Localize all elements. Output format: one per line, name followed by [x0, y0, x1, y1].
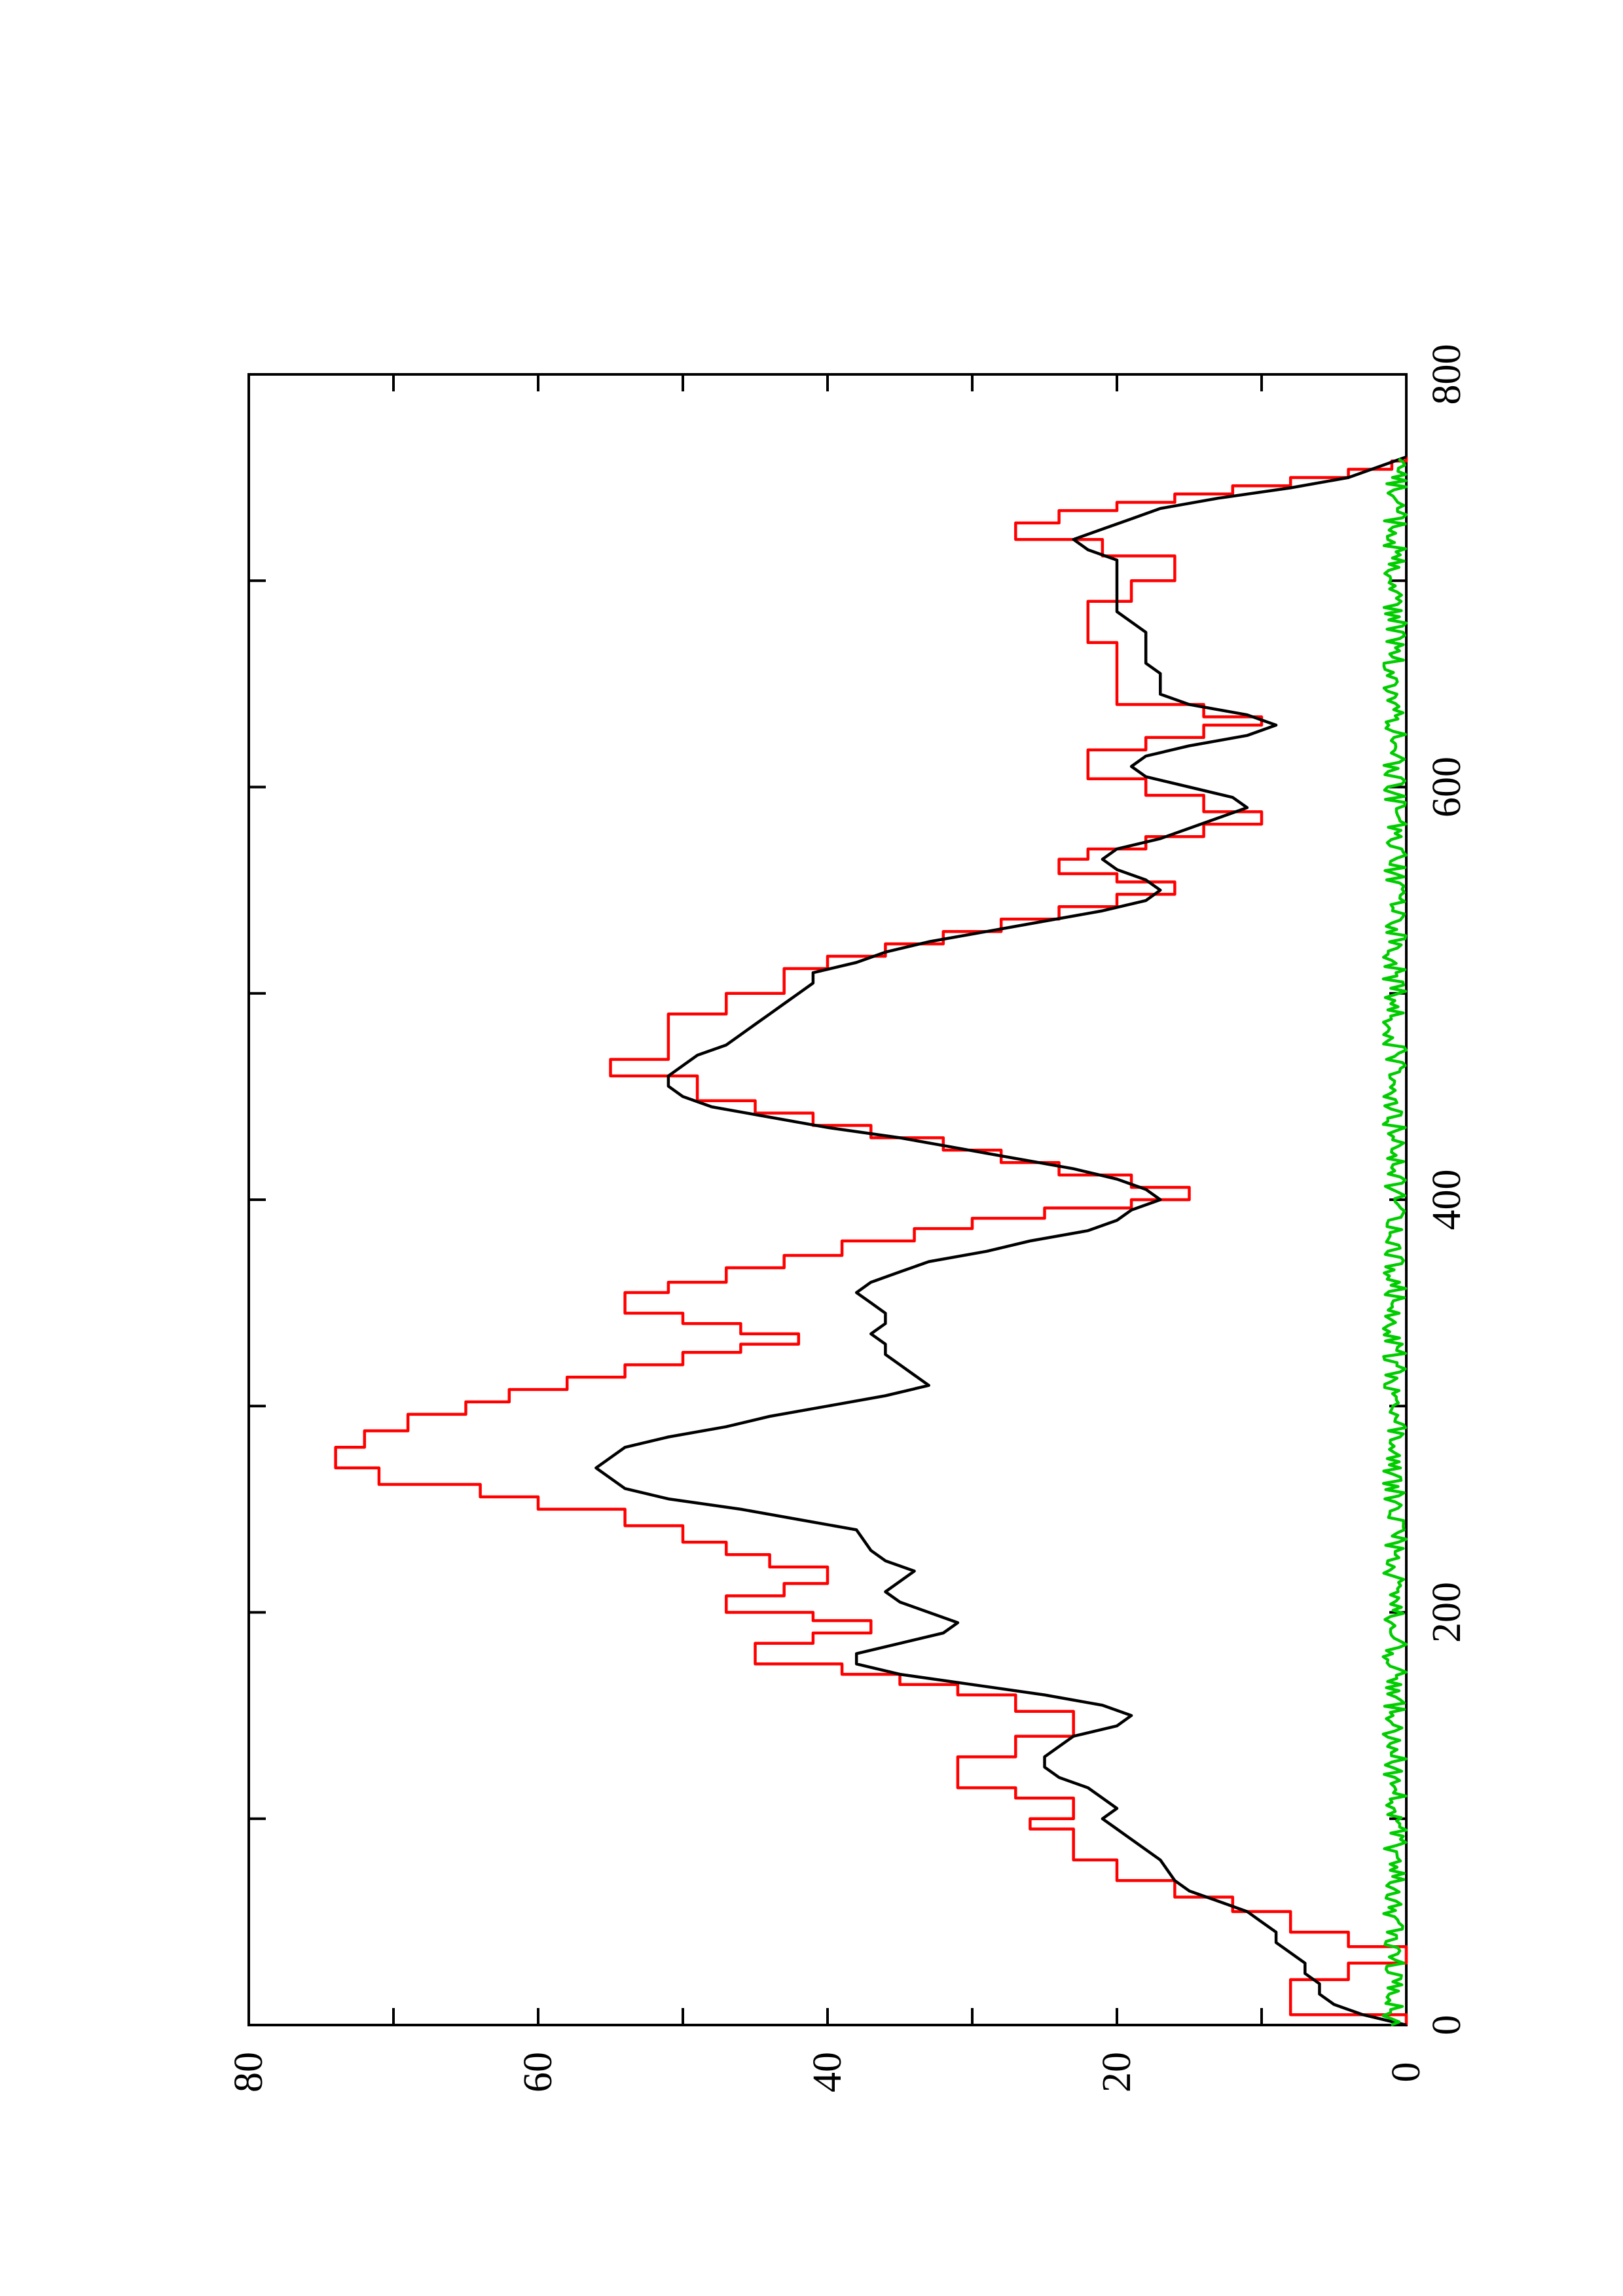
y-tick-label: 0 — [1384, 2062, 1429, 2083]
x-tick-label: 800 — [1425, 344, 1469, 405]
y-tick-label: 20 — [1095, 2052, 1139, 2092]
plot-frame — [247, 373, 1408, 2026]
x-tick-label: 200 — [1425, 1582, 1469, 1643]
x-tick-label: 400 — [1425, 1170, 1469, 1230]
y-tick-label: 60 — [516, 2052, 560, 2092]
y-tick-label: 40 — [805, 2052, 850, 2092]
x-tick-label: 0 — [1425, 2015, 1469, 2036]
series-green-line — [1381, 457, 1408, 2027]
series-red-line — [334, 457, 1408, 2025]
series-black-line — [594, 455, 1407, 2027]
x-tick-label: 600 — [1425, 757, 1469, 817]
y-tick-label: 80 — [227, 2052, 271, 2092]
